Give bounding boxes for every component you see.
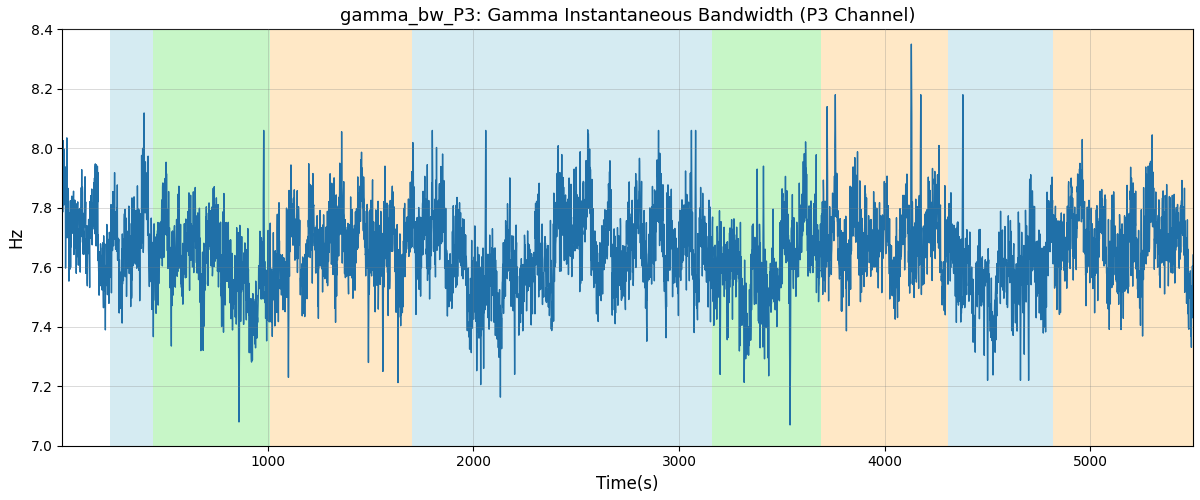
Bar [270, 30, 412, 446]
Bar [412, 30, 694, 446]
Bar [1054, 30, 1200, 446]
Bar [152, 30, 270, 446]
Bar [712, 30, 821, 446]
Bar [821, 30, 948, 446]
Bar [948, 30, 1054, 446]
Title: gamma_bw_P3: Gamma Instantaneous Bandwidth (P3 Channel): gamma_bw_P3: Gamma Instantaneous Bandwid… [340, 7, 916, 25]
Y-axis label: Hz: Hz [7, 227, 25, 248]
Bar [694, 30, 712, 446]
X-axis label: Time(s): Time(s) [596, 475, 659, 493]
Bar [109, 30, 152, 446]
